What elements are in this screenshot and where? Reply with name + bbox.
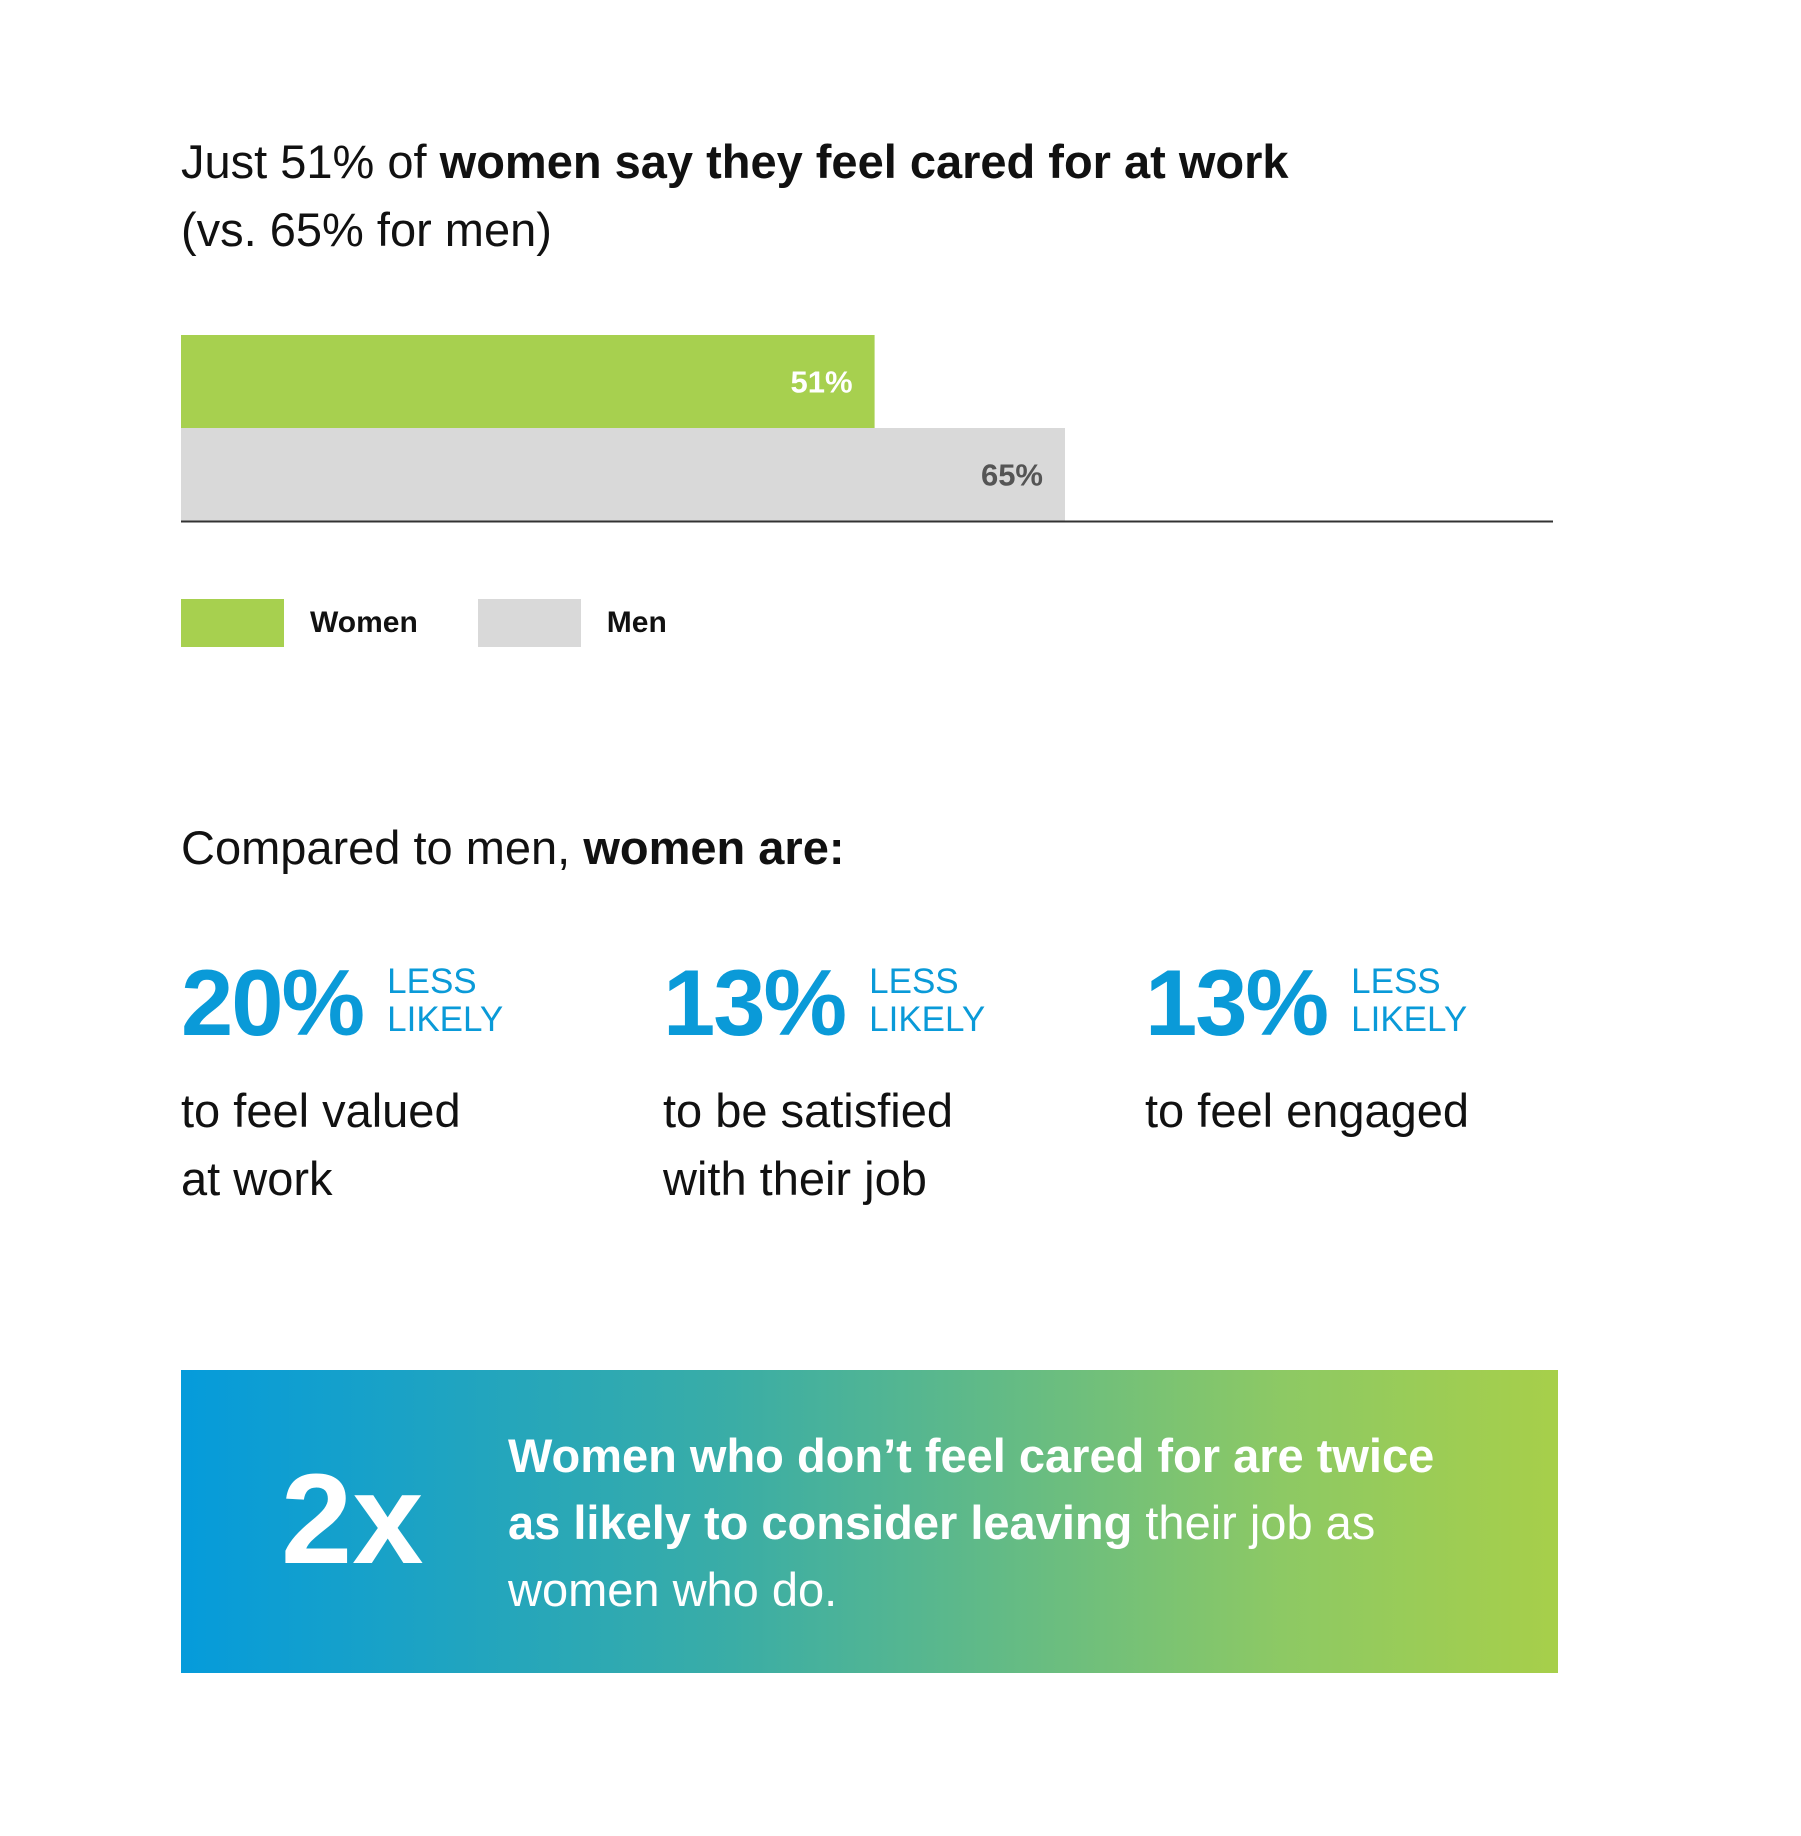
- stat-qualifier: LESS LIKELY: [387, 963, 537, 1039]
- stat-qualifier: LESS LIKELY: [869, 963, 1019, 1039]
- stat-qualifier-line1: LESS: [1351, 962, 1441, 1001]
- stat-qualifier-line2: LIKELY: [1351, 1000, 1468, 1039]
- stat-value: 20%: [181, 950, 365, 1055]
- stat-qualifier-line2: LIKELY: [869, 1000, 986, 1039]
- compare-emphasis: women are:: [583, 821, 845, 874]
- stat-desc-line2: at work: [181, 1152, 333, 1205]
- callout-banner: 2x Women who don’t feel cared for are tw…: [181, 1370, 1558, 1673]
- legend-label-men: Men: [606, 606, 667, 639]
- stat-value: 13%: [663, 950, 847, 1055]
- title-subline: (vs. 65% for men): [181, 203, 552, 256]
- legend-item-women: Women: [181, 599, 418, 647]
- banner-text-bold: Women who don’t feel cared for are twice…: [508, 1429, 1435, 1549]
- bar-men: [181, 428, 1065, 521]
- stat-desc-line1: to feel engaged: [1145, 1084, 1470, 1137]
- compare-prefix: Compared to men,: [181, 821, 584, 874]
- legend-swatch-women: [181, 599, 284, 647]
- legend: Women Men: [181, 599, 727, 647]
- stat-description: to feel valued at work: [181, 1077, 651, 1213]
- bar-chart: 51% 65%: [181, 335, 1553, 523]
- banner-text-rest: their job as women who do.: [508, 1496, 1376, 1616]
- stat-description: to feel engaged: [1145, 1077, 1615, 1145]
- stat-satisfied: 13% LESS LIKELY to be satisfied with their…: [663, 955, 1133, 1213]
- compare-heading: Compared to men, women are:: [181, 820, 845, 875]
- title-emphasis: women say they feel cared for at work: [439, 135, 1289, 188]
- banner-text: Women who don’t feel cared for are twice…: [508, 1422, 1468, 1623]
- legend-swatch-men: [477, 599, 581, 647]
- stat-desc-line2: with their job: [663, 1152, 927, 1205]
- stat-qualifier-line2: LIKELY: [387, 1000, 504, 1039]
- bar-label-women: 51%: [791, 365, 853, 400]
- stat-desc-line1: to be satisfied: [663, 1084, 954, 1137]
- stat-qualifier-line1: LESS: [387, 962, 477, 1001]
- stat-feel-valued: 20% LESS LIKELY to feel valued at work: [181, 955, 651, 1213]
- stat-value: 13%: [1145, 950, 1329, 1055]
- legend-item-men: Men: [477, 599, 667, 647]
- stat-qualifier-line1: LESS: [869, 962, 959, 1001]
- stat-engaged: 13% LESS LIKELY to feel engaged: [1145, 955, 1615, 1145]
- banner-stat: 2x: [281, 1448, 424, 1591]
- bar-label-men: 65%: [981, 458, 1043, 493]
- stat-qualifier: LESS LIKELY: [1351, 963, 1501, 1039]
- title-prefix: Just 51% of: [181, 135, 440, 188]
- chart-title: Just 51% of women say they feel cared fo…: [181, 128, 1289, 264]
- stat-description: to be satisfied with their job: [663, 1077, 1133, 1213]
- legend-label-women: Women: [310, 606, 418, 639]
- bar-women: [181, 335, 875, 428]
- stat-desc-line1: to feel valued: [181, 1084, 461, 1137]
